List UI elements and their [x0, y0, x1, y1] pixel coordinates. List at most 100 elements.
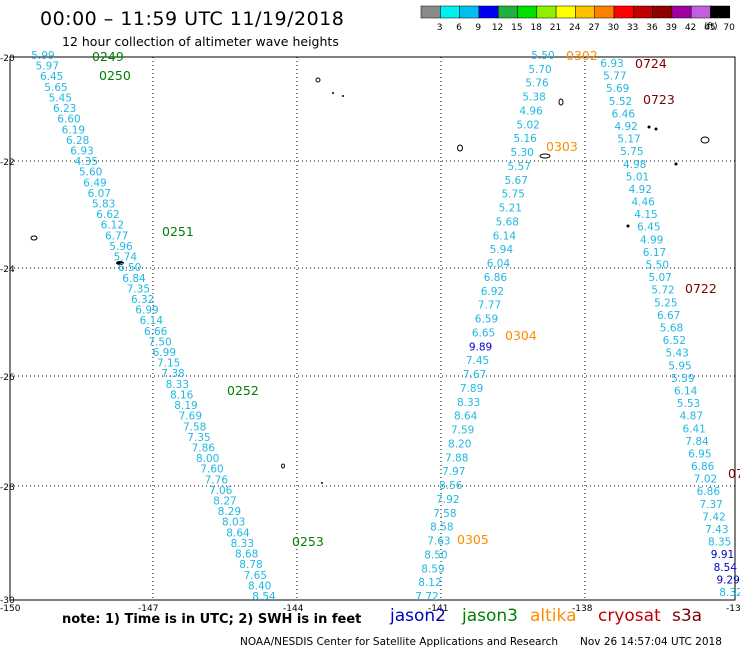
colorbar-label: 6: [456, 23, 462, 33]
wave-height-value: 4.35: [75, 156, 98, 168]
wave-height-value: 5.43: [665, 348, 688, 360]
wave-height-value: 6.32: [131, 294, 154, 306]
wave-height-value: 7.59: [451, 425, 474, 437]
lon-label: -13: [726, 604, 740, 614]
lon-label: -147: [138, 604, 158, 614]
wave-height-value: 9.89: [469, 341, 492, 353]
wave-height-value: 5.75: [620, 146, 643, 158]
wave-height-value: 8.29: [218, 506, 241, 518]
wave-height-value: 5.67: [505, 175, 528, 187]
wave-height-value: 7.42: [702, 511, 725, 523]
wave-height-value: 5.74: [114, 252, 138, 264]
lon-label: -150: [0, 604, 21, 614]
wave-height-value: 7.97: [442, 466, 465, 478]
colorbar-label: 27: [588, 23, 599, 33]
colorbar-label: 12: [492, 23, 503, 33]
wave-height-value: 6.60: [57, 114, 80, 126]
wave-height-value: 7.69: [179, 411, 202, 423]
wave-height-value: 8.54: [252, 591, 276, 603]
wave-height-value: 7.06: [209, 485, 233, 497]
wave-height-value: 7.15: [157, 358, 180, 370]
wave-height-value: 4.46: [631, 197, 655, 209]
colorbar-swatch: [517, 5, 538, 19]
wave-height-value: 5.59: [671, 373, 694, 385]
colorbar-swatch: [710, 5, 731, 19]
wave-height-value: 4.15: [634, 209, 657, 221]
pass-label: 0251: [162, 224, 194, 239]
colorbar-swatch: [690, 5, 711, 19]
wave-height-value: 6.99: [153, 347, 176, 359]
wave-height-value: 5.99: [31, 50, 54, 62]
colorbar-label: 3: [437, 23, 443, 33]
colorbar-label: 70: [723, 23, 735, 33]
colorbar-swatch: [613, 5, 634, 19]
wave-height-value: 5.17: [617, 134, 640, 146]
wave-height-value: 5.75: [502, 189, 525, 201]
wave-height-value: 7.77: [478, 300, 501, 312]
pass-label: 0250: [99, 68, 131, 83]
colorbar-label: 30: [608, 23, 620, 33]
wave-height-value: 4.87: [680, 411, 703, 423]
lon-label: -144: [283, 604, 304, 614]
wave-height-value: 5.57: [508, 161, 531, 173]
wave-height-value: 6.12: [101, 220, 124, 232]
colorbar-swatch: [671, 5, 692, 19]
colorbar-label: 45: [704, 23, 715, 33]
wave-height-value: 5.96: [109, 241, 133, 253]
footer-note: note: 1) Time is in UTC; 2) SWH is in fe…: [62, 612, 362, 627]
wave-height-value: 5.38: [522, 92, 545, 104]
wave-height-value: 5.72: [651, 285, 674, 297]
wave-height-value: 9.29: [716, 574, 739, 586]
wave-height-value: 7.72: [415, 591, 438, 603]
pass-label: 0723: [643, 92, 675, 107]
colorbar-label: 21: [550, 23, 561, 33]
pass-labels: 0249 0250 0251 0252 0253 0302 0303 0304 0305 0724…: [92, 48, 740, 549]
wave-height-value: 8.64: [454, 411, 478, 423]
wave-height-value: 6.77: [105, 230, 128, 242]
wave-height-value: 5.21: [499, 203, 522, 215]
wave-height-value: 7.67: [463, 369, 486, 381]
colorbar-label: 33: [627, 23, 638, 33]
wave-height-value: 7.35: [127, 283, 150, 295]
wave-height-value: 7.35: [187, 432, 210, 444]
lat-label: -28: [0, 483, 15, 493]
pass-label: 0305: [457, 532, 489, 547]
pass-label: 0302: [566, 48, 598, 63]
wave-height-value: 6.50: [118, 262, 141, 274]
wave-height-value: 5.50: [646, 260, 669, 272]
wave-height-value: 7.88: [445, 452, 468, 464]
colorbar-swatch: [459, 5, 480, 19]
wave-height-value: 7.92: [436, 494, 459, 506]
wave-height-value: 5.95: [668, 360, 691, 372]
wave-height-value: 5.97: [36, 61, 59, 73]
wave-height-value: 8.16: [170, 389, 194, 401]
wave-height-value: 5.68: [660, 323, 683, 335]
wave-height-value: 4.92: [629, 184, 652, 196]
wave-height-value: 8.32: [719, 587, 740, 599]
wave-height-value: 6.14: [674, 385, 698, 397]
wave-height-value: 5.30: [510, 147, 533, 159]
wave-height-value: 8.03: [222, 517, 245, 529]
wave-height-value: 6.59: [475, 314, 498, 326]
map-subtitle: 12 hour collection of altimeter wave hei…: [62, 34, 339, 49]
axis-labels: -20 -22 -24 -26 -28 -30-150 -147 -144 -141 -138 -1…: [0, 54, 740, 614]
colorbar-label: 24: [569, 23, 581, 33]
wave-height-value: 7.37: [699, 499, 722, 511]
lon-label: -138: [572, 604, 593, 614]
map-title: 00:00 – 11:59 UTC 11/19/2018: [40, 8, 345, 30]
wave-height-value: 5.68: [496, 216, 519, 228]
wave-height-value: 6.95: [688, 448, 711, 460]
legend-jason2: jason2: [390, 606, 446, 626]
wave-height-value: 7.60: [200, 464, 223, 476]
pass-label: 07: [728, 466, 740, 481]
wave-height-value: 7.45: [466, 355, 489, 367]
wave-height-value: 7.86: [192, 442, 216, 454]
legend-altika: altika: [530, 606, 577, 626]
wave-height-value: 8.19: [174, 400, 197, 412]
wave-height-value: 6.07: [88, 188, 111, 200]
colorbar-label: 9: [475, 23, 481, 33]
wave-height-value: 5.69: [606, 83, 629, 95]
wave-height-value: 4.99: [640, 234, 663, 246]
wave-height-value: 6.92: [481, 286, 504, 298]
wave-height-value: 6.04: [487, 258, 511, 270]
